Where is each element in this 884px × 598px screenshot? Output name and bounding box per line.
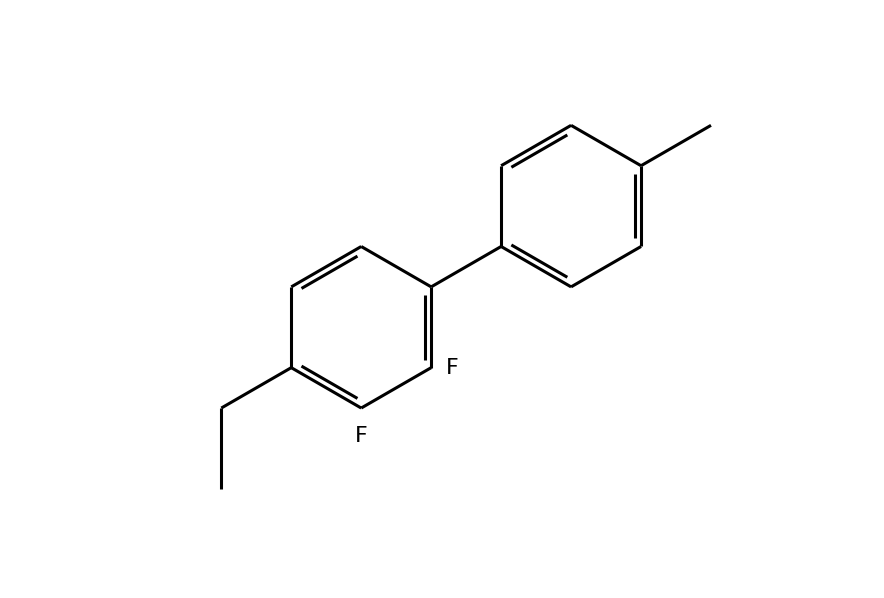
- Text: F: F: [354, 426, 368, 446]
- Text: F: F: [446, 358, 459, 378]
